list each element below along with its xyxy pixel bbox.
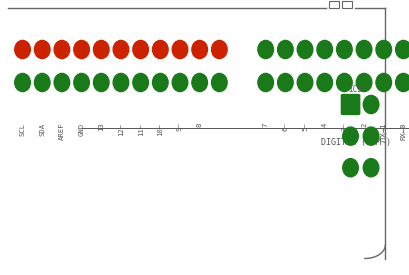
Ellipse shape — [277, 73, 292, 92]
Ellipse shape — [297, 73, 312, 92]
Ellipse shape — [113, 73, 128, 92]
Ellipse shape — [362, 95, 378, 114]
Text: 6~: 6~ — [282, 122, 288, 131]
Text: 7: 7 — [262, 122, 268, 127]
Text: ICSP: ICSP — [348, 84, 366, 94]
Ellipse shape — [257, 40, 273, 59]
Text: 3~: 3~ — [341, 122, 346, 131]
Ellipse shape — [133, 40, 148, 59]
FancyBboxPatch shape — [328, 1, 338, 8]
Ellipse shape — [342, 159, 357, 177]
Ellipse shape — [133, 73, 148, 92]
Ellipse shape — [113, 40, 128, 59]
Ellipse shape — [93, 73, 109, 92]
Text: 11~: 11~ — [137, 122, 143, 136]
Ellipse shape — [355, 40, 371, 59]
Ellipse shape — [74, 40, 89, 59]
Ellipse shape — [211, 40, 227, 59]
Text: 9~: 9~ — [177, 122, 182, 131]
Text: SDA: SDA — [39, 122, 45, 136]
Text: 2: 2 — [360, 122, 366, 127]
Ellipse shape — [375, 40, 391, 59]
Text: 10~: 10~ — [157, 122, 163, 136]
Ellipse shape — [355, 73, 371, 92]
Ellipse shape — [395, 73, 409, 92]
Text: 4: 4 — [321, 122, 327, 127]
Text: SCL: SCL — [20, 122, 25, 136]
Ellipse shape — [172, 40, 187, 59]
Ellipse shape — [172, 73, 187, 92]
Ellipse shape — [297, 40, 312, 59]
Ellipse shape — [54, 40, 70, 59]
Text: 8: 8 — [196, 122, 202, 127]
Text: 5~: 5~ — [301, 122, 307, 131]
Ellipse shape — [342, 127, 357, 145]
Ellipse shape — [34, 73, 50, 92]
Ellipse shape — [74, 73, 89, 92]
Ellipse shape — [54, 73, 70, 92]
Ellipse shape — [336, 73, 351, 92]
Ellipse shape — [93, 40, 109, 59]
Ellipse shape — [211, 73, 227, 92]
Ellipse shape — [152, 73, 168, 92]
Ellipse shape — [277, 40, 292, 59]
Ellipse shape — [316, 73, 332, 92]
Ellipse shape — [15, 40, 30, 59]
Ellipse shape — [362, 159, 378, 177]
Ellipse shape — [316, 40, 332, 59]
Ellipse shape — [15, 73, 30, 92]
Ellipse shape — [191, 40, 207, 59]
Text: 13: 13 — [98, 122, 104, 131]
Ellipse shape — [191, 73, 207, 92]
Text: TX→1: TX→1 — [380, 122, 386, 140]
Ellipse shape — [375, 73, 391, 92]
Ellipse shape — [34, 40, 50, 59]
Ellipse shape — [152, 40, 168, 59]
Ellipse shape — [362, 127, 378, 145]
Ellipse shape — [395, 40, 409, 59]
FancyBboxPatch shape — [341, 1, 351, 8]
Text: AREF: AREF — [59, 122, 65, 140]
Text: RX←0: RX←0 — [400, 122, 405, 140]
FancyBboxPatch shape — [340, 94, 360, 115]
Ellipse shape — [257, 73, 273, 92]
Text: 12~: 12~ — [118, 122, 124, 136]
Text: DIGITAL (PWM~): DIGITAL (PWM~) — [320, 138, 390, 147]
Text: GND: GND — [79, 122, 84, 136]
Ellipse shape — [336, 40, 351, 59]
